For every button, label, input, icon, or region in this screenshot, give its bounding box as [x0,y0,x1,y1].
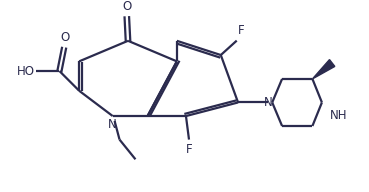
Text: F: F [186,143,192,156]
Text: HO: HO [16,65,34,78]
Text: N: N [264,96,273,109]
Text: O: O [60,31,69,45]
Text: NH: NH [330,108,347,122]
Text: O: O [122,0,131,13]
Polygon shape [313,60,335,79]
Text: N: N [108,118,117,131]
Text: F: F [238,24,245,37]
